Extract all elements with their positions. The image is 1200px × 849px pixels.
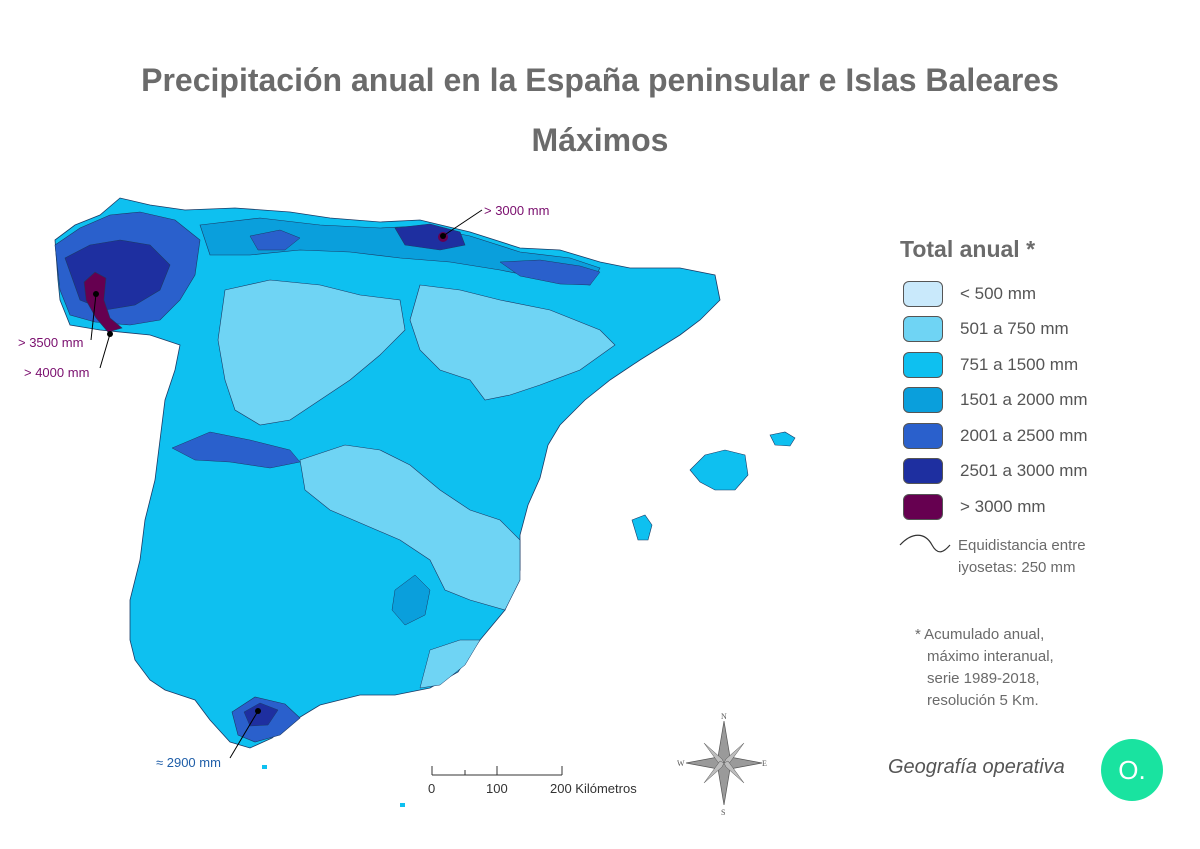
compass-s: S bbox=[721, 808, 725, 817]
ibiza-island bbox=[631, 514, 653, 541]
compass-rose-icon: N S E W bbox=[677, 712, 767, 817]
legend-swatch bbox=[903, 316, 943, 342]
legend-swatch bbox=[903, 423, 943, 449]
la-mancha-dry-zone bbox=[299, 444, 521, 611]
legend-swatch bbox=[903, 281, 943, 307]
footnote-line4: resolución 5 Km. bbox=[927, 692, 1039, 709]
legend-swatch bbox=[903, 352, 943, 378]
compass-n: N bbox=[721, 712, 727, 721]
ebro-dry-zone bbox=[409, 284, 616, 401]
isoline-note-line2: iyosetas: 250 mm bbox=[958, 559, 1076, 576]
galicia-max-zone bbox=[83, 271, 123, 333]
alboran-island bbox=[400, 803, 405, 807]
scale-bar: 0 100 200 Kilómetros bbox=[428, 766, 637, 796]
legend-label: < 500 mm bbox=[960, 284, 1037, 303]
legend-swatch bbox=[903, 458, 943, 484]
pyrenees-wet-zone bbox=[499, 259, 601, 286]
legend-swatch bbox=[903, 387, 943, 413]
footnote-line1: * Acumulado anual, bbox=[915, 626, 1045, 643]
galicia-a-leader-line bbox=[90, 293, 97, 341]
legend-label: 751 a 1500 mm bbox=[960, 355, 1079, 374]
footnote: * Acumulado anual, máximo interanual, se… bbox=[915, 624, 1115, 712]
legend-swatch bbox=[903, 494, 943, 520]
basque-very-wet-zone bbox=[394, 223, 466, 251]
brand-name: Geografía operativa bbox=[888, 756, 1065, 778]
north-annotation: > 3000 mm bbox=[484, 203, 549, 218]
brand-logo: O. bbox=[1101, 739, 1163, 801]
scale-tick-200: 200 Kilómetros bbox=[550, 781, 637, 796]
galicia-a-annotation: > 3500 mm bbox=[18, 335, 83, 350]
isoline-symbol-icon bbox=[899, 534, 951, 553]
footnote-line2: máximo interanual, bbox=[927, 648, 1054, 665]
sierra-nevada-wet-zone bbox=[391, 574, 431, 626]
scale-tick-0: 0 bbox=[428, 781, 435, 796]
map-subtitle: Máximos bbox=[531, 122, 669, 158]
mallorca-island bbox=[689, 449, 749, 491]
north-leader-line bbox=[442, 209, 483, 237]
compass-w: W bbox=[677, 759, 685, 768]
legend-label: 501 a 750 mm bbox=[960, 319, 1069, 338]
isoline-note-line1: Equidistancia entre bbox=[958, 537, 1086, 554]
south-leader-line bbox=[229, 710, 259, 759]
central-system-wet-zone bbox=[171, 431, 301, 469]
compass-e: E bbox=[762, 759, 767, 768]
galicia-b-leader-line bbox=[99, 333, 111, 369]
scale-tick-100: 100 bbox=[486, 781, 508, 796]
footnote-line3: serie 1989-2018, bbox=[927, 670, 1040, 687]
map-title: Precipitación anual en la España peninsu… bbox=[141, 62, 1059, 98]
asturias-wet-zone bbox=[249, 229, 301, 251]
legend-title: Total anual * bbox=[900, 236, 1036, 262]
isoline-note: Equidistancia entre iyosetas: 250 mm bbox=[958, 535, 1138, 579]
meseta-norte-dry-zone bbox=[217, 279, 406, 426]
southeast-dry-zone bbox=[419, 639, 481, 689]
legend-label: 2001 a 2500 mm bbox=[960, 426, 1088, 445]
galicia-b-annotation: > 4000 mm bbox=[24, 365, 89, 380]
south-annotation: ≈ 2900 mm bbox=[156, 755, 221, 770]
small-island bbox=[262, 765, 267, 769]
legend-label: 2501 a 3000 mm bbox=[960, 461, 1088, 480]
menorca-island bbox=[769, 431, 796, 447]
legend-label: > 3000 mm bbox=[960, 497, 1046, 516]
legend-label: 1501 a 2000 mm bbox=[960, 390, 1088, 409]
